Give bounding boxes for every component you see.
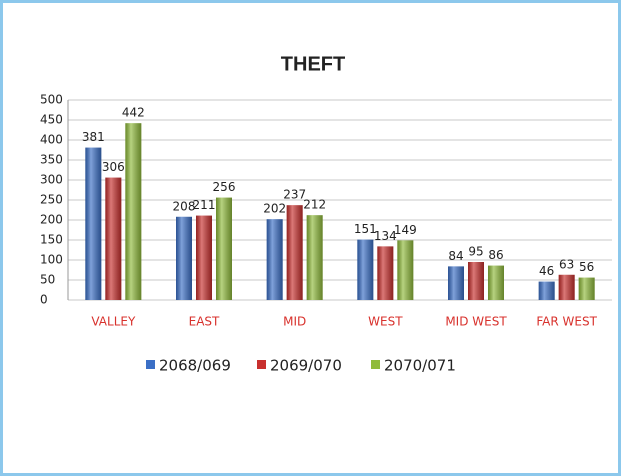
bar-highlight: [468, 262, 484, 300]
x-tick-label: EAST: [189, 315, 220, 329]
data-label: 56: [579, 260, 594, 274]
x-tick-label: MID WEST: [445, 315, 507, 329]
data-label: 86: [488, 248, 503, 262]
y-tick-label: 400: [40, 133, 63, 147]
data-label: 202: [263, 202, 286, 216]
y-tick-label: 100: [40, 253, 63, 267]
bar-highlight: [125, 123, 142, 300]
x-tick-label: VALLEY: [91, 315, 136, 329]
bar-highlight: [538, 281, 555, 300]
bar-highlight: [85, 147, 102, 300]
legend-label: 2068/069: [159, 357, 231, 375]
data-label: 63: [559, 257, 574, 271]
y-tick-label: 0: [40, 293, 48, 307]
bar-highlight: [105, 177, 122, 300]
y-tick-label: 350: [40, 153, 63, 167]
data-label: 211: [193, 198, 216, 212]
bar-highlight: [306, 215, 323, 300]
bar-highlight: [357, 239, 374, 300]
y-tick-label: 250: [40, 193, 63, 207]
data-label: 46: [539, 264, 554, 278]
bar-highlight: [448, 266, 464, 300]
data-label: 381: [82, 130, 105, 144]
x-tick-label: FAR WEST: [536, 315, 597, 329]
data-label: 237: [283, 188, 306, 202]
legend-swatch: [146, 360, 155, 369]
legend-label: 2070/071: [384, 357, 456, 375]
bar-highlight: [266, 219, 283, 300]
y-tick-label: 300: [40, 173, 63, 187]
bar-highlight: [578, 277, 595, 300]
bar-highlight: [488, 265, 504, 300]
data-label: 442: [122, 106, 145, 120]
data-label: 151: [354, 222, 377, 236]
data-label: 306: [102, 160, 125, 174]
bar-highlight: [286, 205, 303, 300]
bar-highlight: [196, 215, 212, 300]
data-label: 208: [173, 199, 196, 213]
y-tick-label: 200: [40, 213, 63, 227]
data-label: 134: [374, 229, 397, 243]
bar-highlight: [558, 274, 575, 300]
data-label: 84: [448, 249, 463, 263]
x-tick-label: MID: [283, 315, 306, 329]
bar-highlight: [397, 240, 414, 300]
y-tick-label: 150: [40, 233, 63, 247]
y-tick-label: 500: [40, 93, 63, 107]
bar-highlight: [176, 216, 192, 300]
x-tick-label: WEST: [368, 315, 403, 329]
chart-title: THEFT: [281, 53, 345, 75]
legend-label: 2069/070: [270, 357, 342, 375]
y-tick-label: 50: [40, 273, 55, 287]
legend-swatch: [257, 360, 266, 369]
y-tick-label: 450: [40, 113, 63, 127]
legend-swatch: [371, 360, 380, 369]
data-label: 212: [303, 198, 326, 212]
bar-highlight: [216, 197, 232, 300]
data-label: 256: [213, 180, 236, 194]
data-label: 149: [394, 223, 417, 237]
data-label: 95: [468, 245, 483, 259]
bar-highlight: [377, 246, 394, 300]
